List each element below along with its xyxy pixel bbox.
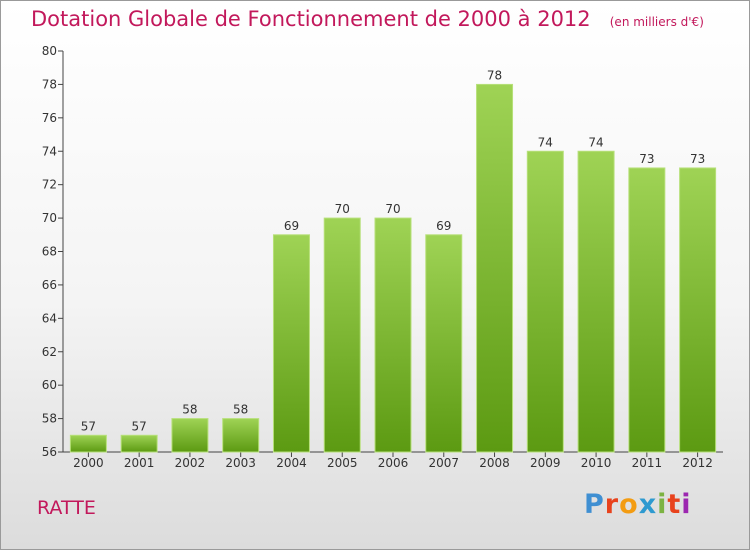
- bar: [679, 167, 717, 453]
- y-tick-label: 72: [42, 178, 57, 192]
- data-label: 74: [588, 135, 603, 149]
- commune-name: RATTE: [37, 497, 96, 519]
- x-tick-label: 2003: [225, 456, 256, 470]
- x-tick-label: 2006: [378, 456, 409, 470]
- bar: [171, 418, 209, 453]
- x-tick-label: 2005: [327, 456, 358, 470]
- bar: [323, 217, 361, 453]
- x-tick-label: 2000: [73, 456, 104, 470]
- y-tick-label: 64: [42, 311, 57, 325]
- x-tick-label: 2001: [124, 456, 155, 470]
- data-label: 69: [284, 219, 299, 233]
- chart-title-block: Dotation Globale de Fonctionnement de 20…: [31, 7, 704, 31]
- bar-series: [69, 83, 717, 453]
- y-tick-label: 66: [42, 278, 57, 292]
- value-labels: 57 57 58 58 69 70 70 69 78 74 74 73 73: [81, 68, 706, 433]
- y-tick-label: 62: [42, 345, 57, 359]
- logo-letter: i: [657, 489, 668, 520]
- y-tick-label: 70: [42, 211, 57, 225]
- data-label: 58: [233, 403, 248, 417]
- logo-letter: r: [604, 489, 620, 520]
- x-tick-label: 2008: [479, 456, 510, 470]
- x-tick-label: 2002: [175, 456, 206, 470]
- logo-letter: t: [667, 489, 682, 520]
- data-label: 70: [385, 202, 400, 216]
- x-tick-label: 2010: [581, 456, 612, 470]
- bar: [425, 234, 463, 453]
- data-label: 73: [690, 152, 705, 166]
- logo-letter: x: [638, 489, 658, 520]
- logo-letter: o: [619, 489, 639, 520]
- logo-letter: P: [584, 489, 605, 520]
- data-label: 70: [335, 202, 350, 216]
- x-tick-label: 2009: [530, 456, 561, 470]
- chart-title: Dotation Globale de Fonctionnement de 20…: [31, 7, 591, 31]
- bar: [69, 434, 107, 453]
- bar: [272, 234, 310, 453]
- bar: [476, 83, 514, 453]
- bar: [222, 418, 260, 453]
- x-tick-label: 2011: [632, 456, 663, 470]
- chart-subtitle: (en milliers d'€): [609, 15, 704, 29]
- bar: [628, 167, 666, 453]
- data-label: 57: [132, 419, 147, 433]
- data-label: 74: [538, 135, 553, 149]
- y-tick-label: 76: [42, 111, 57, 125]
- y-tick-label: 56: [42, 445, 57, 459]
- bar: [577, 150, 615, 453]
- y-tick-label: 60: [42, 378, 57, 392]
- bar: [526, 150, 564, 453]
- logo-letter: i: [681, 489, 692, 520]
- y-tick-label: 74: [42, 144, 57, 158]
- x-tick-label: 2012: [682, 456, 713, 470]
- y-tick-label: 80: [42, 44, 57, 58]
- x-axis: 2000 2001 2002 2003 2004 2005 2006 2007 2008 2009…: [63, 451, 723, 470]
- y-tick-label: 68: [42, 245, 57, 259]
- bar: [120, 434, 158, 453]
- data-label: 58: [182, 403, 197, 417]
- y-axis: 56 58 60 62 64 66 68 70 72 74 76 78 80: [42, 44, 64, 459]
- data-label: 73: [639, 152, 654, 166]
- data-label: 78: [487, 68, 502, 82]
- x-tick-label: 2007: [428, 456, 459, 470]
- proxiti-logo: Proxiti: [584, 489, 692, 520]
- y-tick-label: 78: [42, 77, 57, 91]
- data-label: 69: [436, 219, 451, 233]
- y-tick-label: 58: [42, 412, 57, 426]
- data-label: 57: [81, 419, 96, 433]
- bar: [374, 217, 412, 453]
- x-tick-label: 2004: [276, 456, 307, 470]
